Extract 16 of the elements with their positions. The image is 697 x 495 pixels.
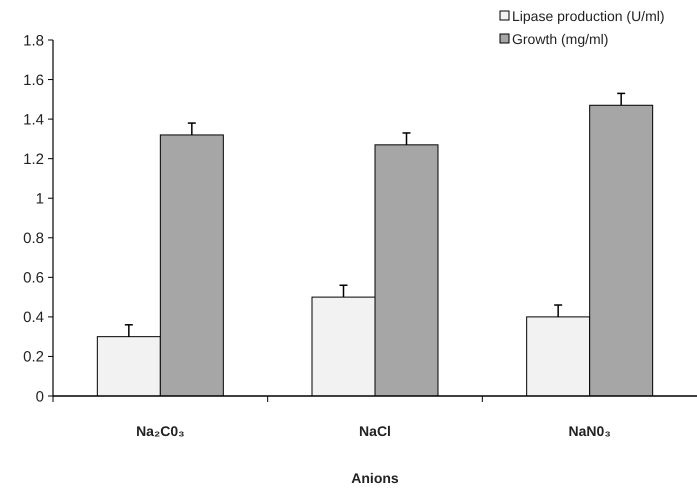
legend-label: Growth (mg/ml) (512, 30, 608, 47)
y-tick-label: 0.6 (23, 270, 44, 287)
y-tick-label: 1.4 (23, 111, 44, 128)
y-tick-label: 0.2 (23, 348, 44, 366)
x-tick-label: NaCl (359, 423, 391, 439)
legend-label: Lipase production (U/ml) (512, 8, 665, 24)
x-tick-label: NaN0₃ (568, 423, 611, 439)
y-tick-label: 0.8 (23, 230, 44, 248)
y-tick-label: 0.4 (23, 309, 44, 326)
y-tick-label: 0 (36, 388, 44, 406)
y-tick-label: 1.2 (23, 150, 44, 168)
x-tick-label: Na₂C0₃ (136, 423, 185, 439)
y-tick-label: 1.6 (23, 72, 44, 89)
y-tick-label: 1 (36, 190, 44, 208)
x-axis-title: Anions (351, 470, 399, 486)
y-tick-label: 1.8 (23, 32, 44, 50)
